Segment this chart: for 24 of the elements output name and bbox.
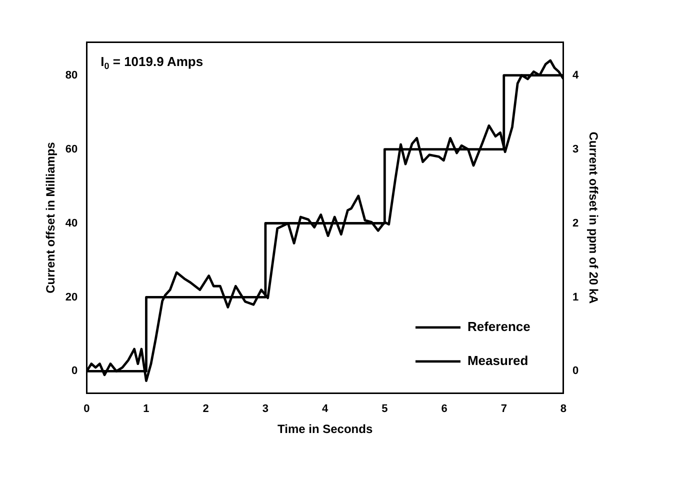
- legend-label: Reference: [467, 318, 530, 334]
- y2-tick-label: 2: [572, 217, 579, 230]
- y-tick-label: 40: [65, 217, 78, 230]
- x-tick-label: 5: [382, 403, 388, 416]
- y-tick-label: 60: [65, 143, 78, 156]
- x-tick-label: 1: [143, 403, 150, 416]
- y2-tick-label: 1: [572, 291, 579, 304]
- y-axis-title: Current offset in Milliamps: [44, 142, 58, 294]
- x-tick-label: 6: [441, 403, 448, 416]
- y2-tick-label: 4: [572, 69, 580, 82]
- x-tick-label: 4: [322, 403, 329, 416]
- x-tick-label: 2: [202, 403, 209, 416]
- x-axis-title: Time in Seconds: [277, 422, 373, 436]
- x-tick-label: 7: [500, 403, 507, 416]
- y-tick-label: 20: [65, 291, 78, 304]
- y2-axis-title: Current offset in ppm of 20 kA: [586, 132, 600, 304]
- y2-tick-label: 0: [572, 365, 579, 378]
- x-tick-label: 3: [262, 403, 269, 416]
- x-tick-label: 0: [84, 403, 90, 416]
- x-tick-label: 8: [560, 403, 567, 416]
- legend-label: Measured: [467, 352, 528, 368]
- y2-tick-label: 3: [572, 143, 579, 156]
- y-tick-label: 0: [72, 365, 78, 378]
- y-tick-label: 80: [65, 69, 78, 82]
